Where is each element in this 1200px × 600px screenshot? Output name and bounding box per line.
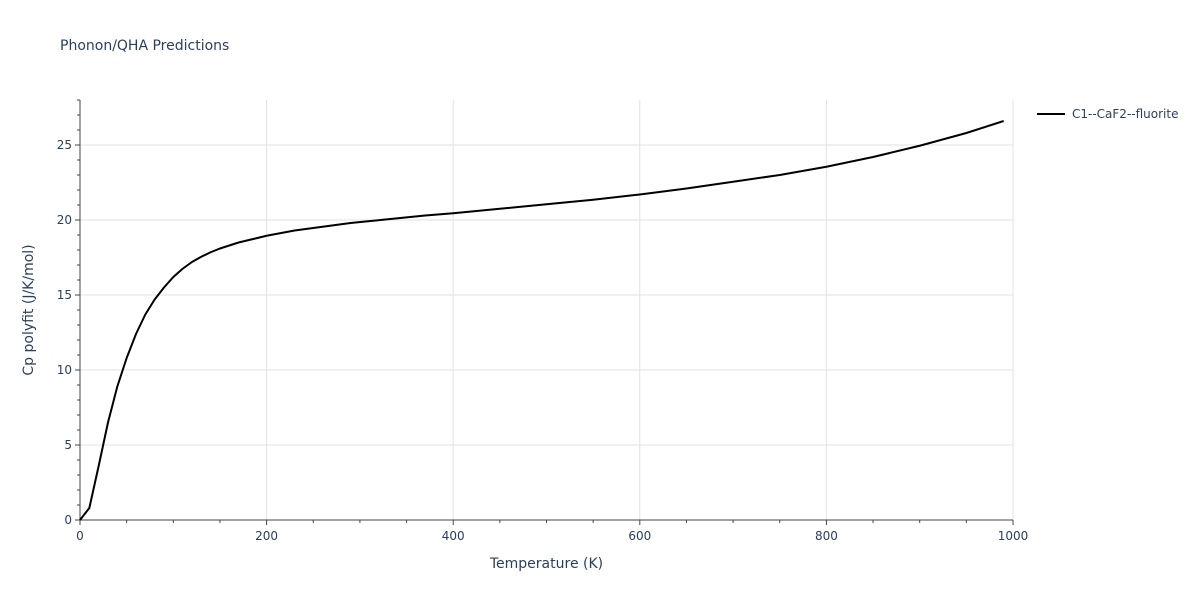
x-tick-label: 600: [628, 529, 651, 543]
chart-title: Phonon/QHA Predictions: [60, 38, 229, 54]
legend-label: C1--CaF2--fluorite: [1072, 107, 1178, 121]
x-tick-label: 400: [442, 529, 465, 543]
y-tick-label: 20: [57, 213, 72, 227]
series-line: [79, 120, 1004, 521]
x-tick-label: 200: [255, 529, 278, 543]
series: [79, 120, 1004, 521]
legend-item[interactable]: C1--CaF2--fluorite: [1037, 107, 1178, 121]
y-tick-label: 15: [57, 288, 72, 302]
axes: 0 200 400 600 800 1000 0 5 10 15 20 25: [57, 99, 1029, 543]
y-tick-label: 25: [57, 138, 72, 152]
y-tick-label: 5: [64, 438, 72, 452]
y-tick-label: 0: [64, 513, 72, 527]
y-tick-label: 10: [57, 363, 72, 377]
x-axis-title: Temperature (K): [489, 556, 603, 572]
y-axis-title: Cp polyfit (J/K/mol): [21, 244, 37, 375]
legend[interactable]: C1--CaF2--fluorite: [1037, 107, 1178, 121]
x-tick-label: 0: [76, 529, 84, 543]
grid: [80, 100, 1014, 520]
x-tick-label: 1000: [998, 529, 1029, 543]
x-tick-label: 800: [815, 529, 838, 543]
